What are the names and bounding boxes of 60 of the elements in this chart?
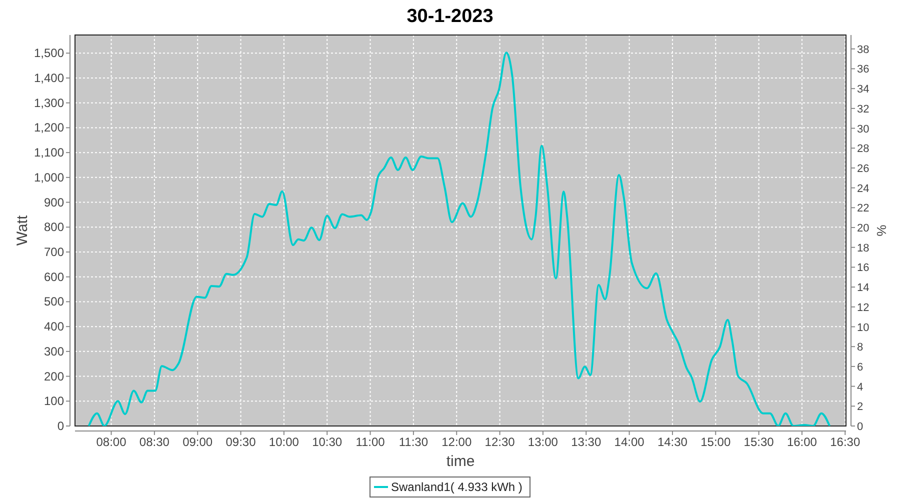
x-tick-label: 14:00 <box>614 435 645 449</box>
y-tick-label: 500 <box>44 294 64 309</box>
x-axis-title: time <box>446 453 475 470</box>
x-tick-label: 08:30 <box>139 435 170 449</box>
y-tick-label: 400 <box>44 320 64 334</box>
x-tick-label: 08:00 <box>96 435 127 449</box>
y-tick-label: 0 <box>57 419 64 433</box>
x-tick-label: 10:00 <box>268 435 300 449</box>
y2-tick-label: 10 <box>857 322 870 334</box>
y2-tick-label: 4 <box>857 381 864 394</box>
x-tick-label: 11:00 <box>356 435 386 449</box>
y-tick-label: 100 <box>44 394 64 408</box>
y2-tick-label: 14 <box>857 282 870 294</box>
x-tick-label: 12:30 <box>484 435 516 449</box>
y-tick-label: 900 <box>44 195 64 210</box>
y2-axis-title: % <box>874 224 889 237</box>
y-tick-label: 1,400 <box>34 71 64 86</box>
y2-tick-label: 16 <box>857 262 870 274</box>
y-tick-label: 1,300 <box>34 96 64 110</box>
y2-tick-label: 30 <box>857 123 870 136</box>
y2-tick-label: 18 <box>857 242 870 254</box>
y-tick-label: 300 <box>44 344 64 358</box>
x-tick-label: 15:30 <box>744 435 774 449</box>
x-tick-label: 13:00 <box>528 435 558 449</box>
x-tick-label: 14:30 <box>657 435 688 449</box>
y-tick-label: 1,100 <box>34 146 64 160</box>
y2-tick-label: 2 <box>857 401 864 414</box>
y2-tick-label: 24 <box>857 182 870 195</box>
y-tick-label: 1,500 <box>34 46 64 60</box>
x-tick-label: 11:30 <box>398 435 428 449</box>
x-tick-label: 12:00 <box>442 435 472 449</box>
x-tick-label: 10:30 <box>312 435 342 449</box>
y2-tick-label: 28 <box>857 143 870 156</box>
x-tick-label: 13:30 <box>571 435 602 449</box>
y2-tick-label: 20 <box>857 222 870 235</box>
x-tick-label: 09:00 <box>182 435 213 449</box>
y-tick-label: 600 <box>44 270 64 284</box>
x-tick-label: 16:00 <box>786 435 818 449</box>
y-tick-label: 200 <box>44 369 64 384</box>
y2-tick-label: 26 <box>857 162 870 175</box>
y2-tick-label: 8 <box>857 342 864 354</box>
x-tick-label: 09:30 <box>226 435 256 449</box>
chart-title: 30-1-2023 <box>406 6 494 27</box>
y2-tick-label: 34 <box>857 84 870 96</box>
y2-tick-label: 22 <box>857 202 870 215</box>
y2-tick-label: 32 <box>857 103 870 116</box>
y2-tick-label: 6 <box>857 361 864 374</box>
y2-tick-label: 12 <box>857 302 870 314</box>
y-tick-label: 1,200 <box>34 120 64 135</box>
y2-tick-label: 0 <box>857 421 864 433</box>
x-tick-label: 15:00 <box>700 435 731 449</box>
x-tick-label: 16:30 <box>830 435 860 449</box>
y-axis-title: Watt <box>14 214 31 246</box>
y2-tick-label: 36 <box>857 64 870 76</box>
y-tick-label: 700 <box>44 245 64 259</box>
line-series <box>88 52 831 426</box>
y2-tick-label: 38 <box>857 44 870 56</box>
legend-label: Swanland1( 4.933 kWh ) <box>391 480 522 494</box>
y-tick-label: 800 <box>44 220 64 234</box>
y-tick-label: 1,000 <box>34 170 64 184</box>
